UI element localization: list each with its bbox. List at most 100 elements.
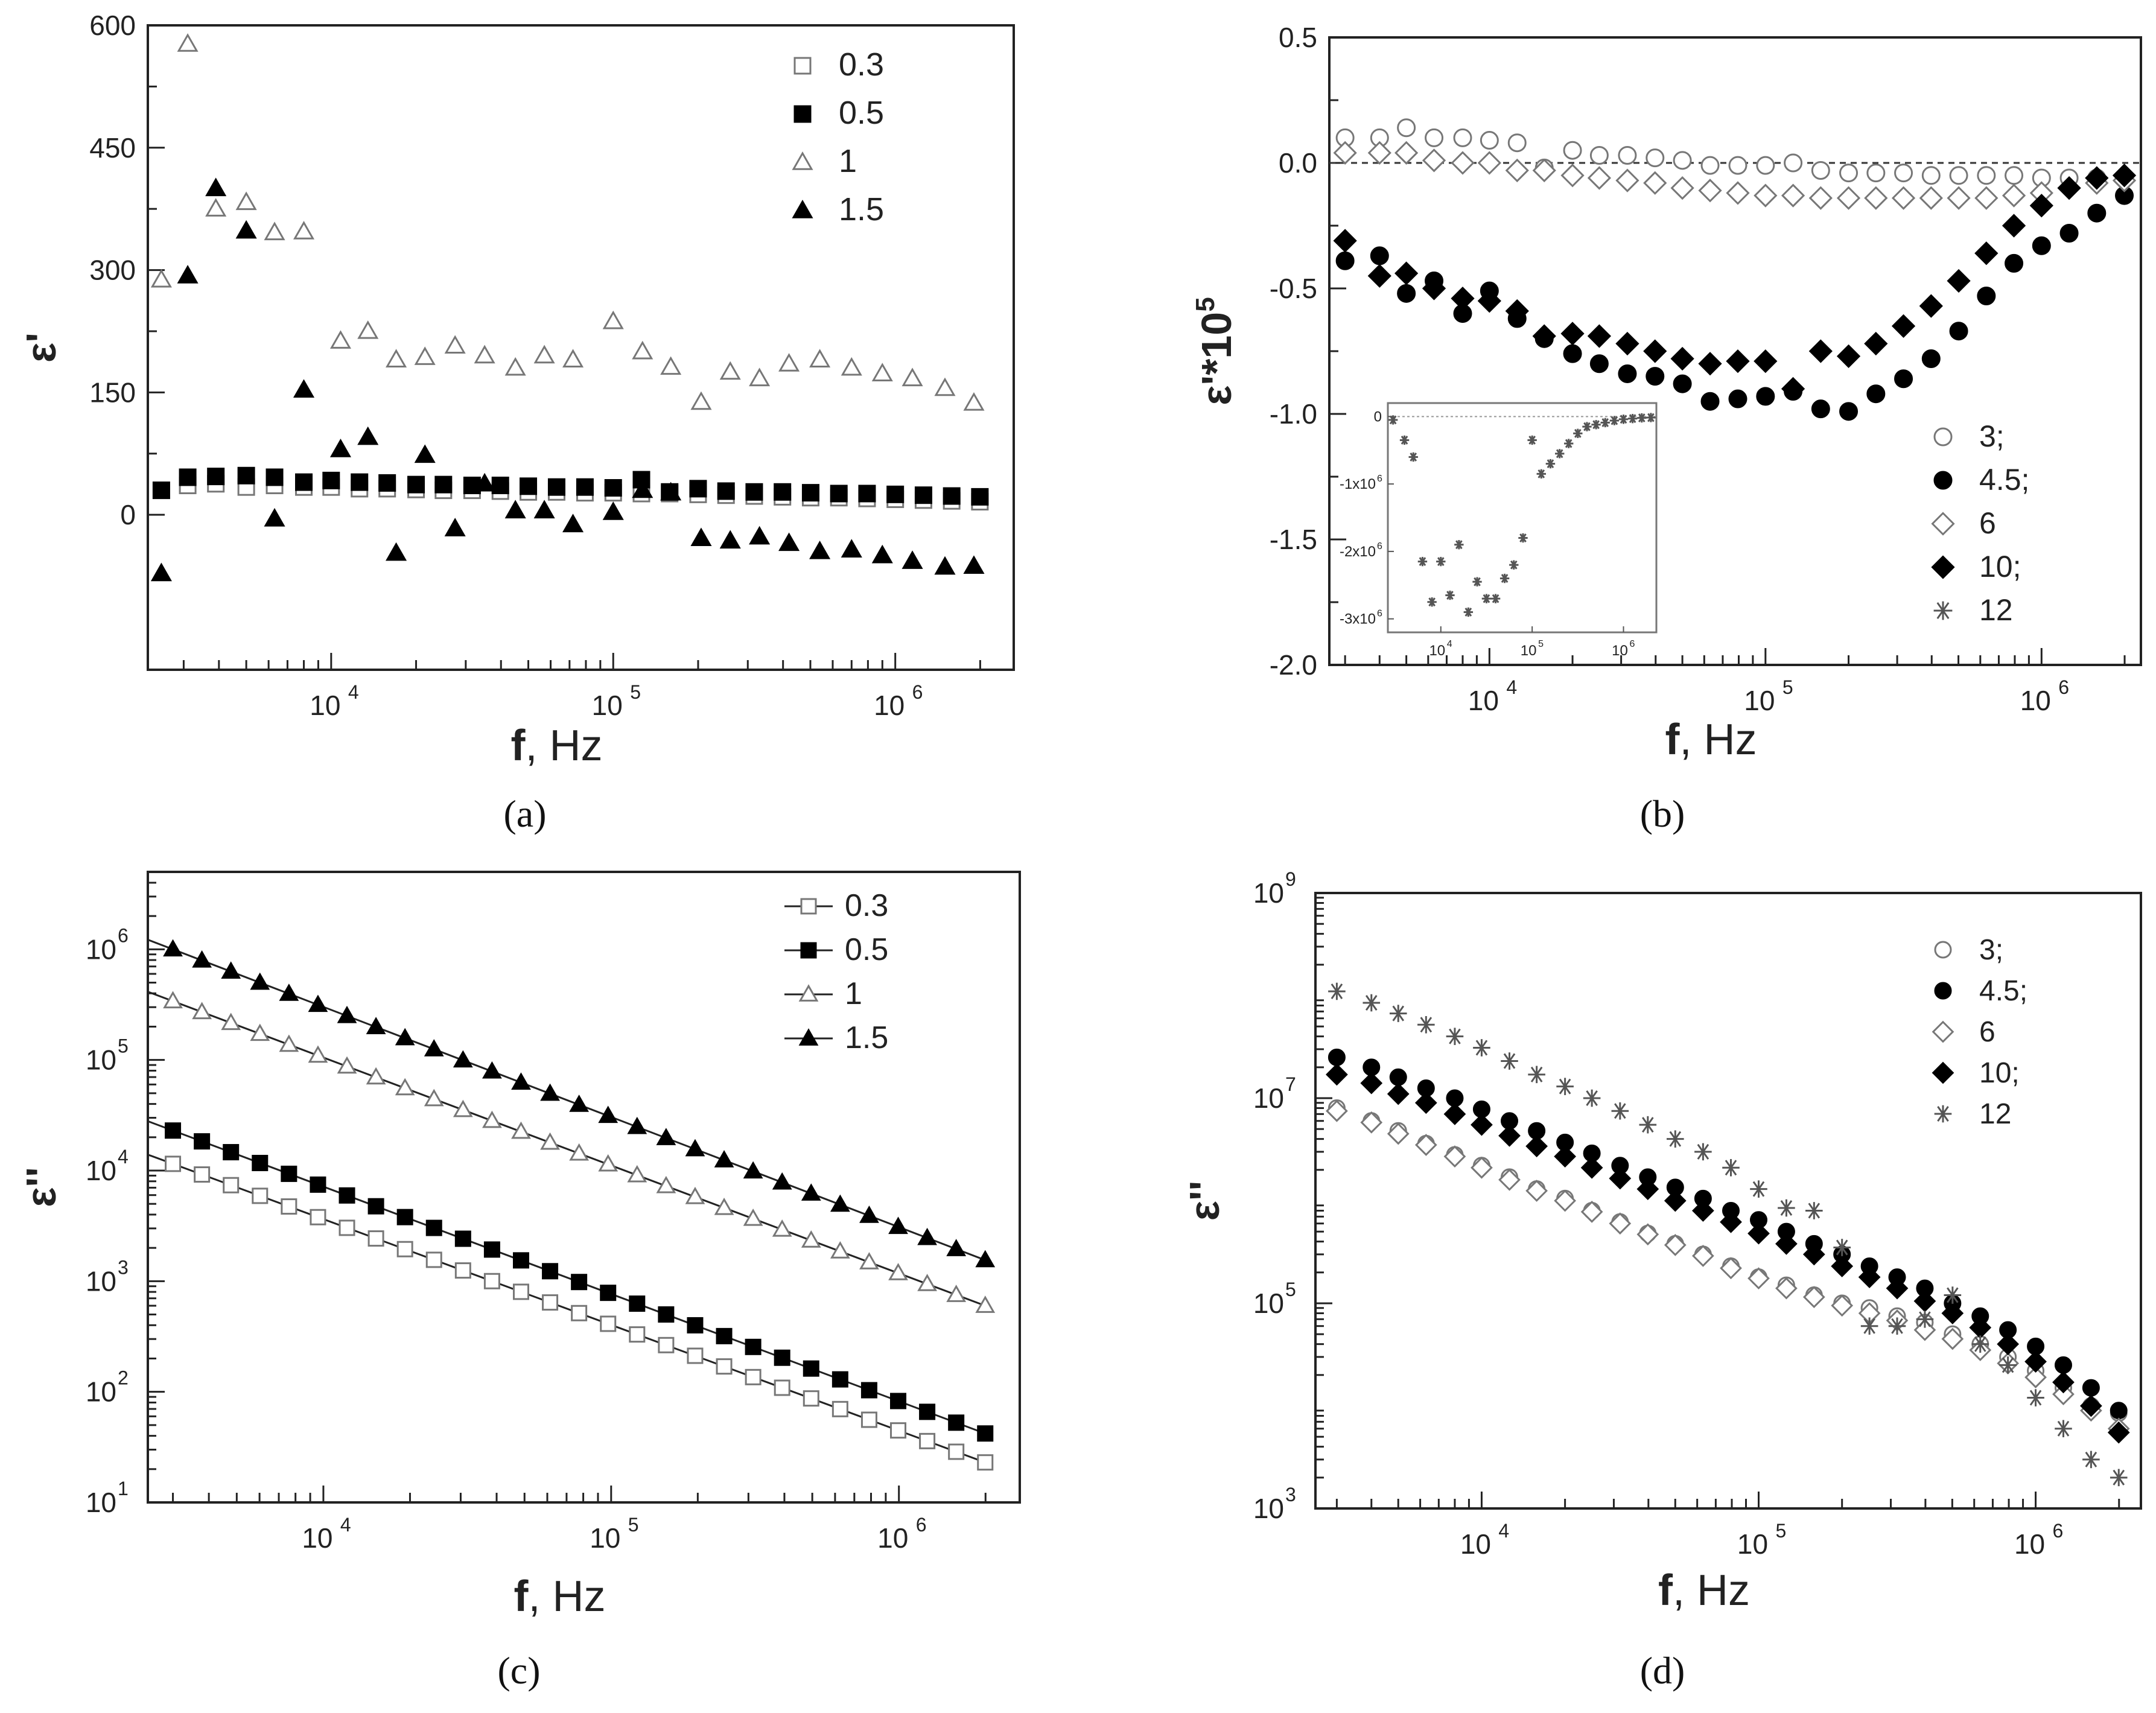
data-point	[562, 513, 584, 533]
data-point	[1639, 1116, 1657, 1134]
legend-label: 0.5	[839, 95, 884, 131]
data-point	[1389, 1068, 1407, 1086]
data-point	[774, 1349, 790, 1366]
series-3	[1335, 118, 2134, 188]
panel-caption: (b)	[1640, 792, 1685, 835]
y-tick-label: 0	[120, 499, 136, 530]
data-point	[194, 1133, 211, 1150]
data-point	[310, 1209, 326, 1225]
data-point	[453, 1050, 473, 1068]
data-point	[337, 1056, 357, 1074]
data-point	[576, 478, 594, 496]
x-tick-label: 10 5	[1737, 1520, 1786, 1560]
data-point	[830, 485, 848, 503]
data-point	[1583, 1089, 1601, 1107]
legend-marker	[792, 151, 813, 170]
data-point	[2052, 1371, 2075, 1394]
legend-marker	[1933, 427, 1953, 447]
data-point	[1560, 164, 1585, 188]
data-point	[1784, 153, 1803, 173]
x-tick-label: 10 4	[302, 1514, 351, 1554]
legend-marker	[793, 57, 812, 75]
x-tick-base: 10	[310, 690, 340, 721]
data-point	[1498, 1124, 1521, 1147]
data-point	[687, 1317, 704, 1333]
data-point	[1370, 246, 1389, 265]
data-point	[1387, 1122, 1410, 1145]
y-tick-base: 10	[1253, 1288, 1284, 1319]
data-point	[1664, 1189, 1687, 1212]
legend-marker	[793, 105, 812, 123]
x-tick-exponent: 4	[1506, 676, 1517, 698]
legend-label: 10;	[1979, 550, 2021, 583]
series-10	[1333, 164, 2137, 401]
data-point	[975, 1250, 996, 1268]
data-point	[1394, 261, 1419, 285]
data-point	[308, 1045, 328, 1063]
data-point	[1775, 1277, 1798, 1300]
x-tick-exponent: 6	[2053, 1520, 2064, 1542]
legend-item: 4.5;	[1933, 463, 2029, 497]
data-point	[1747, 1222, 1770, 1245]
data-point	[453, 1099, 473, 1117]
x-tick-base: 10	[592, 690, 623, 721]
y-axis-title: ε'	[17, 332, 65, 363]
data-point	[1866, 164, 1886, 183]
data-point	[604, 479, 622, 497]
data-point	[2057, 176, 2081, 200]
data-point	[1919, 294, 1943, 318]
data-point	[598, 1154, 618, 1172]
panel-caption: (d)	[1640, 1649, 1685, 1692]
data-point	[1618, 146, 1637, 165]
data-point	[366, 1017, 386, 1034]
data-point	[1587, 324, 1612, 348]
inset-y-tick-label: -3x10	[1340, 611, 1376, 628]
data-point	[2059, 223, 2079, 243]
data-point	[250, 1023, 270, 1041]
legend-item: 10;	[1932, 1057, 2020, 1089]
data-point	[1722, 1158, 1740, 1177]
data-point	[689, 480, 707, 498]
data-point	[1589, 146, 1609, 165]
data-point	[571, 1305, 588, 1321]
data-point	[1836, 344, 1861, 368]
data-point	[1443, 1145, 1466, 1168]
data-point	[602, 310, 624, 329]
inset-data-point	[1436, 556, 1446, 567]
data-point	[386, 542, 407, 561]
data-point	[322, 471, 340, 489]
data-point	[1971, 1335, 1989, 1353]
panel-caption: (c)	[497, 1649, 540, 1692]
data-point	[1453, 128, 1472, 147]
x-tick-exponent: 6	[2058, 676, 2069, 698]
x-tick-base: 10	[2020, 685, 2051, 716]
y-tick-label: 0.5	[1279, 22, 1317, 53]
data-point	[414, 346, 436, 365]
y-axis-title: ε'*105	[1191, 297, 1240, 405]
data-point	[1941, 1302, 1964, 1324]
inset-data-point	[1573, 428, 1583, 438]
data-point	[1673, 151, 1692, 170]
data-point	[1525, 1135, 1548, 1158]
data-point	[542, 1263, 559, 1280]
data-point	[917, 1227, 937, 1245]
data-point	[948, 1443, 965, 1460]
legend-item: 1.5	[784, 1020, 888, 1055]
data-point	[357, 426, 379, 445]
data-point	[2085, 166, 2109, 190]
inset-data-point	[1499, 573, 1510, 583]
data-point	[237, 466, 255, 485]
inset-data-point	[1518, 533, 1528, 543]
data-point	[946, 1285, 967, 1302]
y-tick-label: 10 4	[86, 1146, 129, 1186]
data-point	[1999, 1356, 2017, 1374]
inset-data-point	[1399, 435, 1410, 445]
y-tick-base: 10	[86, 1044, 116, 1076]
data-point	[1670, 346, 1694, 371]
data-point	[719, 361, 741, 380]
data-point	[235, 220, 257, 239]
data-point	[351, 473, 369, 491]
inset-data-point	[1490, 594, 1501, 603]
data-point	[177, 265, 199, 284]
legend-label: 1.5	[839, 191, 884, 227]
